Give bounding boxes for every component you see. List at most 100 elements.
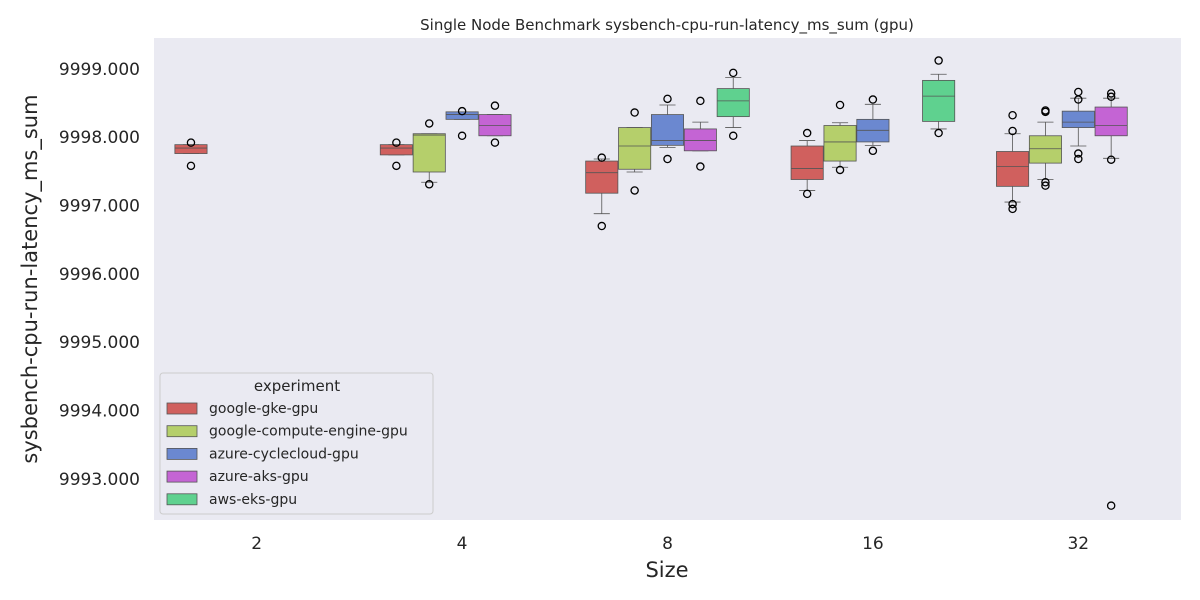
box-body [1028,135,1062,164]
chart-title: Single Node Benchmark sysbench-cpu-run-l… [420,16,914,35]
legend-label: google-compute-engine-gpu [209,424,408,440]
outlier-point [934,128,943,138]
outlier-point [457,106,467,116]
outlier-point [630,186,639,195]
box-google-gke-gpu-2 [174,138,208,171]
box-body [716,88,750,118]
boxes-layer [174,56,1128,510]
box-body [412,133,446,173]
outlier-point [696,96,705,106]
box-body [823,125,857,162]
box-aws-eks-gpu-8 [716,68,750,141]
outlier-point [1074,154,1083,164]
outlier-point [597,153,607,162]
box-azure-aks-gpu-4 [478,101,512,147]
legend-swatch [166,402,198,415]
box-body [618,127,652,170]
outlier-point [186,138,196,147]
x-tick-label: 32 [1067,534,1089,554]
box-body [174,144,208,154]
legend-item-google-compute-engine-gpu: google-compute-engine-gpu [166,424,408,440]
outlier-point [728,131,738,141]
box-google-gke-gpu-16 [790,128,824,199]
outlier-point [424,119,434,128]
outlier-point [802,128,812,138]
outlier-point [835,100,845,110]
legend-item-azure-cyclecloud-gpu: azure-cyclecloud-gpu [166,446,359,462]
x-axis-title: Size [645,558,688,582]
legend-label: azure-aks-gpu [209,469,309,485]
legend-item-aws-eks-gpu: aws-eks-gpu [166,492,297,508]
x-tick-label: 16 [862,534,884,554]
legend-label: azure-cyclecloud-gpu [209,446,359,462]
y-tick-label: 9996.000 [59,265,140,285]
box-google-gke-gpu-4 [379,138,413,171]
outlier-point [1106,155,1116,164]
outlier-point [1008,204,1017,214]
box-body [790,145,824,180]
x-tick-label: 2 [251,534,262,554]
box-google-compute-engine-gpu-4 [412,119,446,189]
x-tick-label: 4 [457,534,468,554]
outlier-point [835,165,845,175]
y-tick-label: 9994.000 [59,402,140,422]
outlier-point [1106,501,1116,510]
outlier-point [1041,107,1050,117]
outlier-point [597,221,607,231]
outlier-point [186,161,196,171]
legend-title: experiment [254,377,340,395]
box-azure-aks-gpu-8 [683,96,717,171]
box-google-compute-engine-gpu-8 [618,108,652,195]
box-body [585,160,619,194]
outlier-point [392,161,401,171]
outlier-point [457,131,467,141]
box-aws-eks-gpu-16 [922,56,956,138]
box-azure-aks-gpu-32 [1094,89,1128,510]
box-google-compute-engine-gpu-16 [823,100,857,175]
y-tick-label: 9995.000 [59,333,140,353]
box-body [922,79,956,122]
box-azure-cyclecloud-gpu-4 [445,106,479,141]
outlier-point [1074,95,1083,104]
outlier-point [868,95,878,104]
box-azure-cyclecloud-gpu-32 [1061,87,1095,164]
y-tick-label: 9997.000 [59,197,140,217]
legend-items: google-gke-gpu google-compute-engine-gpu a… [166,401,408,508]
y-tick-label: 9993.000 [59,470,140,490]
legend-label: aws-eks-gpu [209,492,297,508]
outlier-point [1106,89,1116,98]
legend-label: google-gke-gpu [209,401,318,417]
legend-item-azure-aks-gpu: azure-aks-gpu [166,469,309,485]
outlier-point [663,94,672,104]
x-tick-label: 8 [662,534,673,554]
outlier-point [1008,126,1017,136]
outlier-point [1074,149,1083,158]
box-google-compute-engine-gpu-32 [1028,106,1062,190]
outlier-point [490,138,500,147]
legend-frame [159,372,434,515]
legend-swatch [166,470,198,483]
outlier-point [663,154,672,164]
outlier-point [1041,178,1050,187]
box-body [683,128,717,152]
legend-swatch [166,447,198,460]
outlier-point [802,189,812,199]
y-tick-label: 9999.000 [59,60,140,80]
outlier-point [868,146,878,156]
legend-swatch [166,493,198,506]
outlier-point [696,162,705,171]
outlier-point [1041,181,1050,190]
outlier-point [1008,111,1017,120]
box-google-gke-gpu-32 [996,111,1030,214]
box-body [1094,106,1128,137]
outlier-point [1008,199,1017,209]
legend-item-google-gke-gpu: google-gke-gpu [166,401,318,417]
box-body [996,151,1030,187]
box-google-gke-gpu-8 [585,153,619,231]
y-tick-label: 9998.000 [59,128,140,148]
outlier-point [630,108,639,117]
legend: experiment google-gke-gpu google-compute-… [159,372,434,515]
outlier-point [490,101,500,110]
box-body [379,144,413,156]
ticks-layer: 9993.000 9994.000 9995.000 9996.000 9997.000… [59,60,1089,554]
